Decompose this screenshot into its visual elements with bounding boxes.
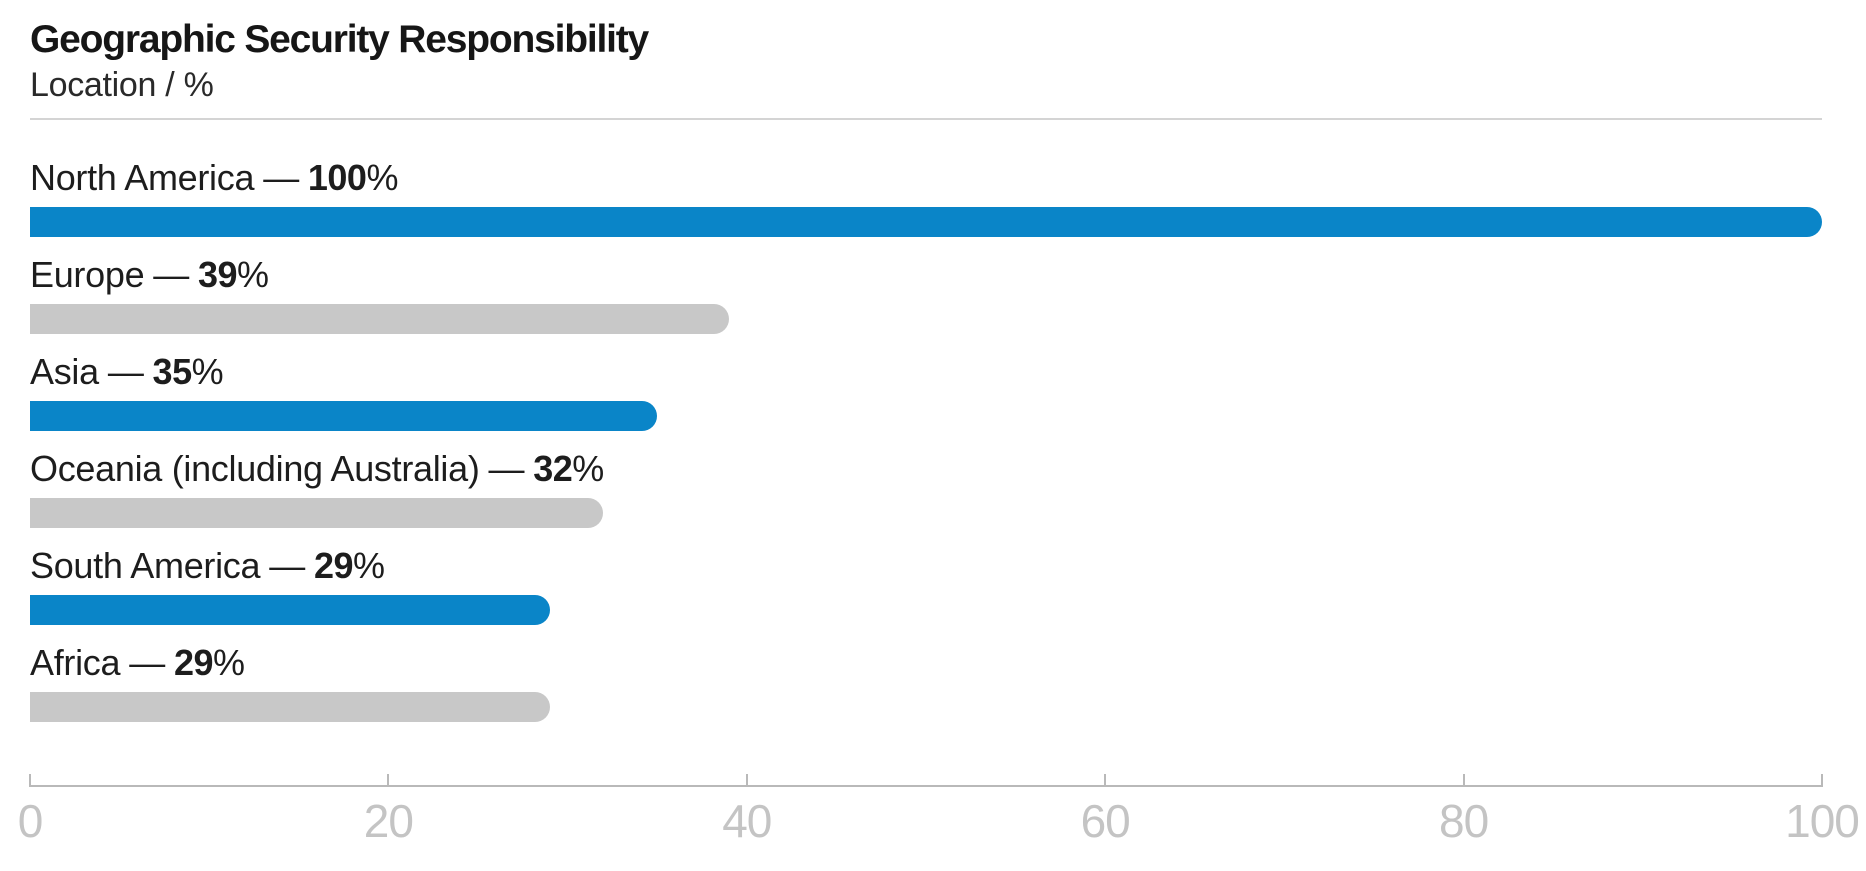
- bar-value: 39: [198, 254, 238, 295]
- bar: [30, 595, 550, 625]
- axis-tick-label: 0: [17, 795, 44, 847]
- bar-label: North America —100%: [30, 156, 1822, 200]
- chart-row: Africa —29%: [30, 641, 1822, 722]
- axis-tick-label: 80: [1439, 795, 1489, 847]
- bar: [30, 692, 550, 722]
- header-divider: [30, 118, 1822, 120]
- bar-unit: %: [191, 351, 224, 392]
- bar-unit: %: [212, 642, 245, 683]
- bar-unit: %: [366, 157, 399, 198]
- bar: [30, 401, 658, 431]
- axis-tick-label: 20: [363, 795, 414, 847]
- chart-row: North America —100%: [30, 156, 1822, 237]
- bar-category-label: Oceania (including Australia): [30, 448, 480, 489]
- bar-label: Africa —29%: [30, 641, 1822, 685]
- bar-value: 29: [313, 545, 354, 586]
- axis-tick-label: 100: [1785, 795, 1860, 847]
- bar-label: Oceania (including Australia) —32%: [30, 447, 1822, 491]
- chart-row: South America —29%: [30, 544, 1822, 625]
- chart-row: Oceania (including Australia) —32%: [30, 447, 1822, 528]
- bar-unit: %: [572, 448, 605, 489]
- bar-category-label: Asia: [30, 351, 99, 392]
- chart-subtitle: Location / %: [30, 66, 214, 104]
- axis-tick-label: 60: [1080, 795, 1131, 847]
- bar-value: 29: [173, 642, 214, 683]
- bar-category-label: South America: [30, 545, 261, 586]
- bar-unit: %: [237, 254, 269, 295]
- bar-label: Asia —35%: [30, 350, 1822, 394]
- bar: [30, 207, 1822, 237]
- chart-title: Geographic Security Responsibility: [30, 18, 649, 61]
- dash-separator: —: [129, 642, 165, 683]
- bars-area: North America —100% Europe —39% Asia —35% O…: [30, 120, 1822, 722]
- axis-tick-mark: [1462, 774, 1465, 787]
- bar-category-label: Europe: [30, 254, 145, 295]
- bar-value: 100: [307, 157, 367, 198]
- axis-tick-label: 40: [722, 795, 772, 847]
- bar-unit: %: [352, 545, 385, 586]
- bar-label: Europe —39%: [30, 253, 1822, 297]
- bar: [30, 498, 604, 528]
- chart-row: Europe —39%: [30, 253, 1822, 334]
- bar-value: 32: [533, 448, 573, 489]
- bar-category-label: Africa: [30, 642, 121, 683]
- axis-tick-mark: [29, 774, 31, 787]
- bar: [30, 304, 729, 334]
- chart-row: Asia —35%: [30, 350, 1822, 431]
- axis-tick-mark: [1104, 774, 1107, 787]
- dash-separator: —: [488, 448, 525, 489]
- x-axis: 0 20 40 60 80 100: [18, 774, 1860, 865]
- axis-tick-mark: [387, 774, 390, 787]
- dash-separator: —: [153, 254, 189, 295]
- dash-separator: —: [269, 545, 305, 586]
- axis-tick-mark: [745, 774, 748, 787]
- dash-separator: —: [263, 157, 299, 198]
- dash-separator: —: [107, 351, 144, 392]
- bar-value: 35: [152, 351, 193, 392]
- axis-tick-mark: [1821, 774, 1823, 787]
- bar-category-label: North America: [30, 157, 255, 198]
- bar-label: South America —29%: [30, 544, 1822, 588]
